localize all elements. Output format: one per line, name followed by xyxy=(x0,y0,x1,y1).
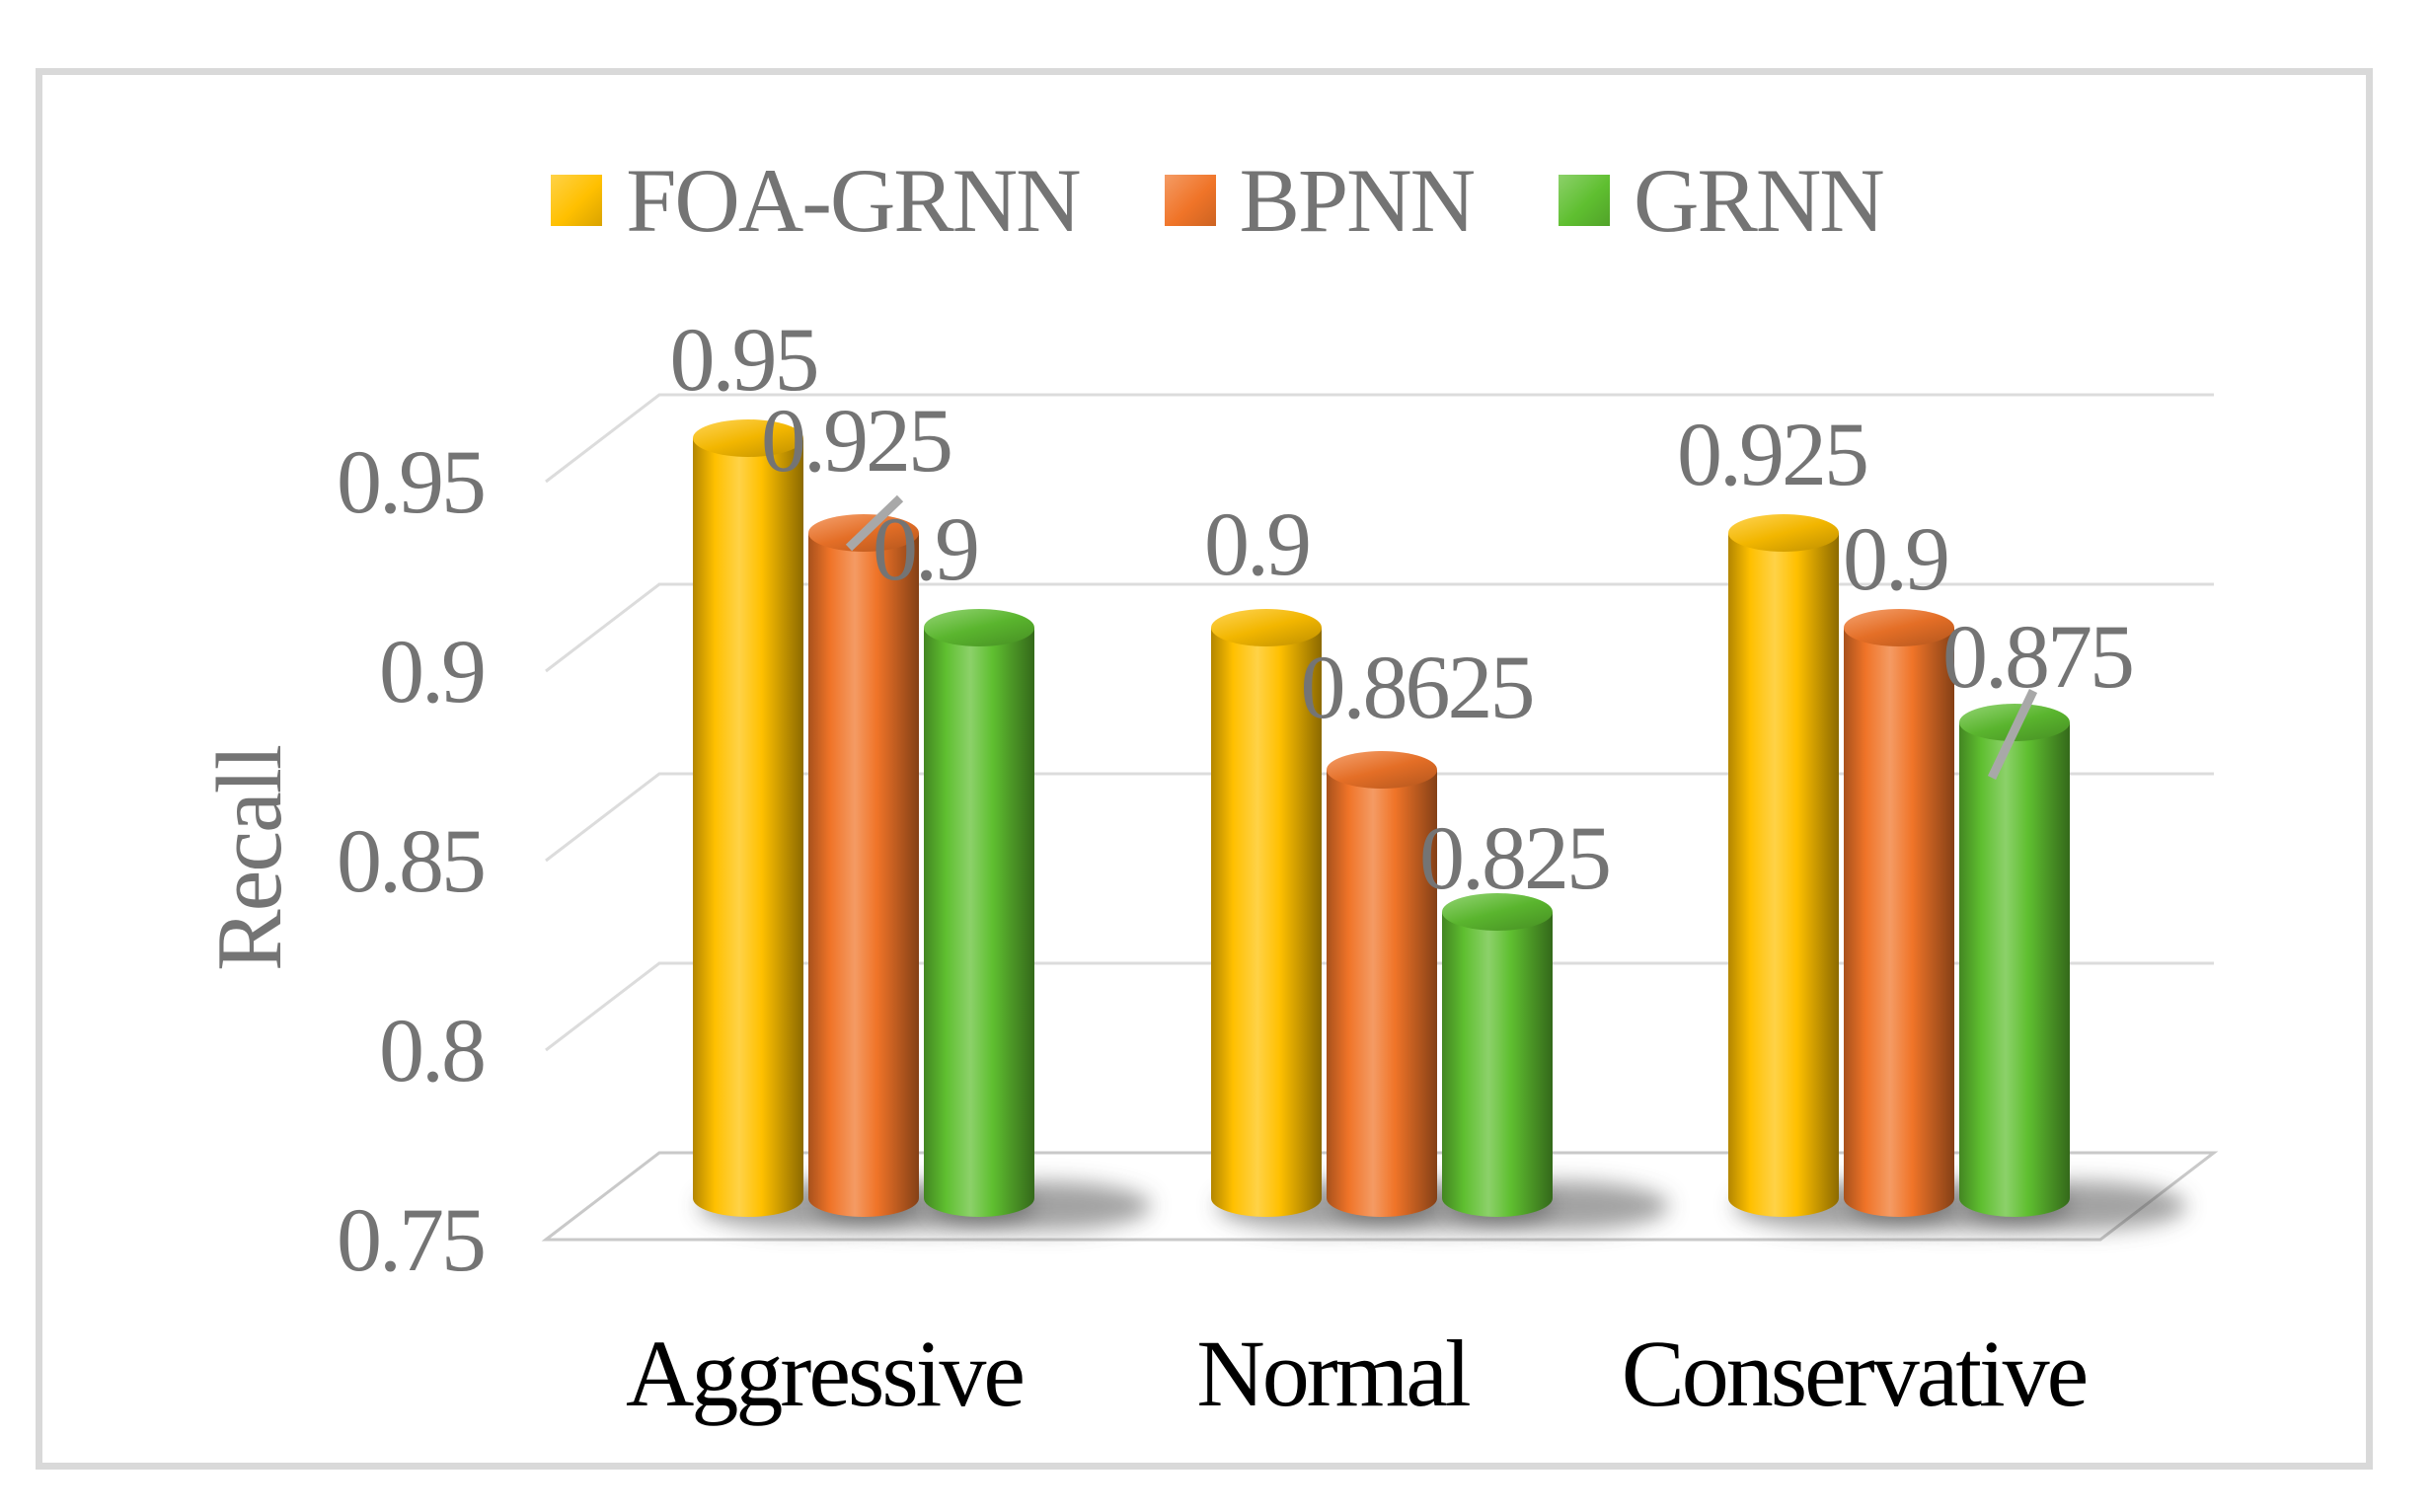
legend-item-grnn: GRNN xyxy=(1559,150,1885,251)
legend-label-bpnn: BPNN xyxy=(1239,150,1476,251)
legend-label-grnn: GRNN xyxy=(1634,150,1885,251)
data-label: 0.925 xyxy=(1677,404,1869,504)
legend-swatch-grnn-icon xyxy=(1559,175,1611,226)
legend-item-foa-grnn: FOA-GRNN xyxy=(551,150,1082,251)
data-label: 0.925 xyxy=(761,390,953,491)
data-label: 0.8625 xyxy=(1300,637,1536,737)
legend-label-foa-grnn: FOA-GRNN xyxy=(626,150,1081,251)
data-label: 0.9 xyxy=(1204,493,1312,594)
category-label-normal: Normal xyxy=(1196,1321,1471,1426)
y-axis-tick: 0.95 xyxy=(337,431,487,532)
y-axis-tick: 0.75 xyxy=(337,1189,487,1290)
y-axis-title: Recall xyxy=(198,745,301,972)
data-label: 0.9 xyxy=(1843,508,1950,609)
legend-swatch-bpnn-icon xyxy=(1164,175,1216,226)
legend-swatch-foa-grnn-icon xyxy=(551,175,603,226)
y-axis-tick: 0.9 xyxy=(379,621,487,721)
data-label: 0.825 xyxy=(1419,807,1612,908)
category-label-aggressive: Aggressive xyxy=(626,1321,1026,1426)
category-label-conservative: Conservative xyxy=(1621,1321,2090,1426)
data-label: 0.875 xyxy=(1942,606,2135,707)
data-label: 0.95 xyxy=(669,309,820,410)
legend-item-bpnn: BPNN xyxy=(1164,150,1476,251)
y-axis-tick: 0.8 xyxy=(379,1000,487,1100)
y-axis-tick: 0.85 xyxy=(337,810,487,911)
data-label: 0.9 xyxy=(873,498,980,599)
